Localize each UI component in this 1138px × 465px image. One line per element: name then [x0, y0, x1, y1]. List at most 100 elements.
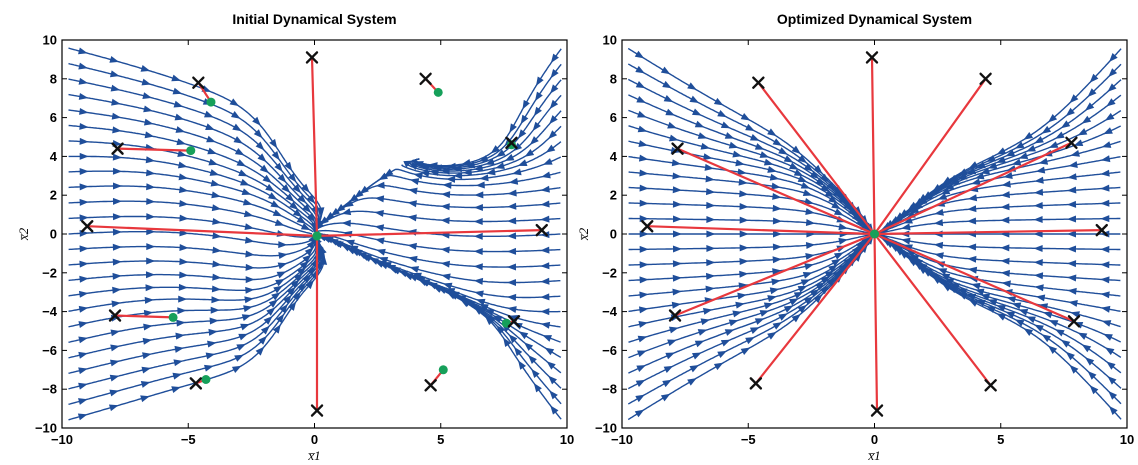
streamline-arrow — [831, 258, 841, 267]
y-tick-label-10: −10 — [595, 421, 617, 436]
streamline-arrow — [1018, 309, 1029, 316]
streamline-arrow — [79, 137, 89, 145]
streamline-arrow — [797, 285, 808, 293]
streamline-arrow — [208, 158, 219, 166]
streamline-arrow — [178, 173, 189, 181]
y-tick-label-5: 0 — [610, 227, 617, 242]
streamline-arrow — [550, 84, 559, 94]
streamline-arrow — [473, 263, 483, 271]
streamline-arrow — [1034, 284, 1044, 292]
streamline-arrow — [1003, 172, 1013, 179]
streamline-arrow — [1067, 230, 1076, 238]
streamline-arrow — [240, 323, 250, 331]
start-marker-0 — [671, 142, 684, 155]
streamline-arrow — [267, 192, 278, 200]
streamline-arrow — [1000, 216, 1010, 224]
streamline-arrow — [440, 203, 450, 211]
streamline-arrow — [209, 317, 219, 325]
streamline-arrow — [302, 254, 312, 263]
streamline-arrow — [442, 282, 453, 290]
streamline-arrow — [772, 243, 782, 251]
streamline-arrow — [378, 256, 389, 264]
streamline-arrow — [800, 182, 811, 189]
streamline-arrow — [1100, 184, 1110, 192]
streamline-arrow — [638, 321, 648, 328]
streamline-arrow — [838, 263, 848, 272]
streamline-arrow — [639, 261, 649, 269]
trajectory-6 — [315, 229, 543, 237]
x-axis-label: x̅1 — [867, 448, 880, 463]
streamline-arrow — [79, 107, 89, 115]
streamline-arrow — [1055, 131, 1065, 139]
streamline-arrow — [257, 153, 267, 163]
streamline-arrow — [703, 153, 713, 161]
x-tick-label-0: −10 — [611, 432, 633, 447]
y-tick-label-5: 0 — [50, 227, 57, 242]
streamline-arrow — [1109, 406, 1118, 416]
streamline-arrow — [341, 208, 352, 216]
streamline-arrow — [739, 270, 749, 278]
start-marker-4 — [505, 136, 518, 150]
streamline-arrow — [141, 78, 152, 86]
streamline-arrow — [996, 313, 1007, 321]
streamline-arrow — [1035, 166, 1046, 174]
streamline-arrow — [1100, 199, 1110, 207]
streamline-arrow — [496, 149, 506, 158]
streamline-arrow — [146, 243, 156, 251]
streamline-arrow — [769, 173, 780, 181]
streamline-arrow — [374, 195, 385, 203]
streamline-arrow — [453, 172, 463, 180]
streamline-arrow — [178, 295, 188, 303]
streamline-arrow — [407, 242, 417, 250]
streamline-arrow — [820, 285, 830, 295]
streamline-arrow — [848, 251, 858, 261]
optimized-system-panel: −10 −5 0 5 10 10 8 6 4 2 0 −2 −4 −6 −8 −10 Optimized Dyn… — [576, 11, 1134, 463]
streamline-arrow — [813, 164, 823, 174]
y-tick-label-6: −2 — [602, 265, 617, 280]
start-marker-9 — [310, 404, 324, 417]
end-point-10 — [438, 365, 448, 375]
streamline-arrow — [241, 314, 252, 321]
streamline-arrow — [980, 293, 991, 301]
streamline-arrow — [673, 230, 682, 238]
streamline-39 — [405, 125, 562, 174]
streamline-arrow — [660, 393, 671, 402]
streamline-arrow — [732, 150, 742, 158]
streamline-arrow — [1033, 188, 1044, 196]
streamline-arrow — [1034, 324, 1044, 332]
streamline-arrow — [754, 143, 765, 150]
streamline-arrow — [737, 168, 747, 176]
streamline-arrow — [732, 310, 742, 318]
streamline-arrow — [274, 162, 283, 172]
streamline-arrow — [78, 321, 88, 328]
streamline-29 — [876, 202, 1121, 235]
streamline-arrow — [1000, 191, 1010, 199]
streamline-arrow — [739, 257, 749, 265]
streamline-arrow — [507, 189, 517, 197]
streamline-arrow — [833, 252, 844, 260]
streamline-arrow — [1000, 269, 1010, 277]
streamline-arrow — [996, 147, 1007, 155]
panel-title: Optimized Dynamical System — [777, 11, 972, 27]
streamline-arrow — [175, 332, 185, 340]
streamline-arrow — [211, 285, 222, 293]
start-marker-7 — [668, 309, 682, 322]
streamline-arrow — [820, 183, 830, 192]
streamline-arrow — [1005, 311, 1016, 319]
streamline-arrow — [111, 98, 121, 106]
streamline-arrow — [296, 216, 307, 224]
streamline-arrow — [772, 322, 783, 330]
streamline-32 — [68, 170, 315, 232]
streamline-arrow — [496, 325, 505, 335]
start-marker-3 — [979, 72, 992, 86]
streamline-arrow — [172, 372, 183, 380]
streamline-arrow — [272, 324, 281, 334]
streamline-arrow — [490, 145, 500, 154]
streamline-arrow — [533, 383, 542, 393]
streamline-arrow — [986, 306, 996, 314]
streamline-arrow — [110, 344, 120, 352]
streamline-arrow — [763, 302, 774, 310]
streamline-arrow — [639, 169, 649, 177]
streamline-arrow — [791, 145, 801, 155]
streamline-arrow — [1067, 200, 1077, 208]
